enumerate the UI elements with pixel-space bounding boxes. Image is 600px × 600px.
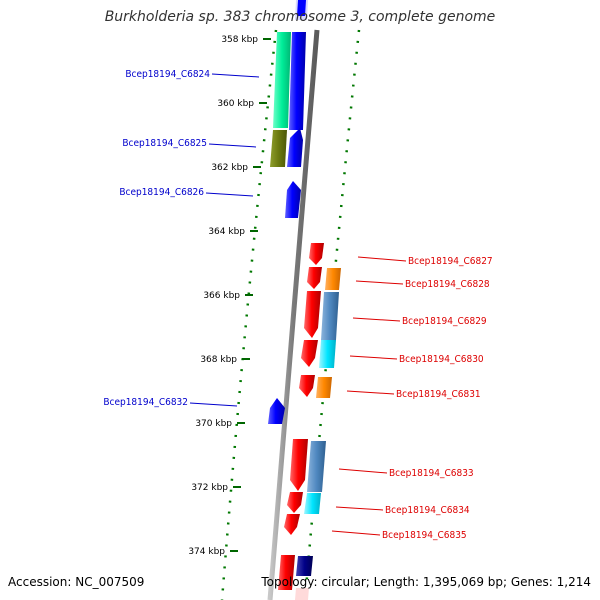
cog-block-c6828 [325,268,341,290]
gene-label-bcep18194-c6826[interactable]: Bcep18194_C6826 [119,187,204,198]
accession-text: Accession: NC_007509 [8,575,145,589]
gc-outer-dots [303,29,361,600]
gene-leader-line [205,192,254,197]
gene-label-bcep18194-c6832[interactable]: Bcep18194_C6832 [103,397,188,408]
cog-block-c6829 [321,292,339,340]
gene-c6829-arrow[interactable] [304,291,321,338]
cog-block-c6833 [307,441,326,492]
cog-block-c6824 [273,32,291,128]
gene-bottom-arrow[interactable] [278,555,295,590]
cog-block-c6830 [319,340,336,368]
top-forward-gene [297,0,306,16]
gene-label-bcep18194-c6830[interactable]: Bcep18194_C6830 [399,354,484,365]
gene-leader-line [331,530,381,536]
scale-tick-label: 368 kbp [200,355,237,365]
gene-leader-line [357,256,407,262]
gene-label-bcep18194-c6824[interactable]: Bcep18194_C6824 [125,69,210,80]
backbone [267,0,320,600]
cog-block-c6825 [270,130,287,167]
gene-c6831-arrow[interactable] [299,375,315,397]
reverse-genes [284,243,324,535]
gc-content-track [220,29,361,600]
gene-leader-line [211,73,260,78]
bottom-shade [295,588,309,600]
cog-block-c6834 [304,493,321,514]
scale-tick-label: 366 kbp [203,291,240,301]
forward-genes [268,32,309,600]
gene-leader-line [335,506,384,511]
gene-c6826-arrow[interactable] [285,181,301,218]
gene-c6828-arrow[interactable] [307,267,322,289]
gene-c6827-arrow[interactable] [309,243,324,265]
scale-tick-label: 370 kbp [195,419,232,429]
gene-c6830-arrow[interactable] [301,340,318,367]
gene-leader-line [349,355,398,360]
gene-c6825-arrow[interactable] [287,128,303,167]
scale-tick-label: 360 kbp [217,99,254,109]
forward-cog-blocks [270,32,291,167]
scale-tick-label: 372 kbp [191,483,228,493]
gene-leader-line [355,280,404,285]
gene-label-bcep18194-c6825[interactable]: Bcep18194_C6825 [122,138,207,149]
gene-label-bcep18194-c6831[interactable]: Bcep18194_C6831 [396,389,481,400]
reverse-cog-blocks [296,268,341,576]
gene-leader-line [208,143,257,148]
genome-summary-text: Topology: circular; Length: 1,395,069 bp… [261,575,591,589]
gene-leader-line [352,317,401,322]
scale-tick-label: 364 kbp [208,227,245,237]
map-title: Burkholderia sp. 383 chromosome 3, compl… [104,9,496,25]
gene-c6835-arrow[interactable] [284,514,300,535]
gene-c6833-arrow[interactable] [290,439,308,491]
gene-labels: Bcep18194_C6824 Bcep18194_C6825 Bcep18194_… [103,69,492,541]
gc-inner-dots [220,29,278,600]
scale-ticks: 358 kbp 360 kbp 362 kbp 364 kbp 366 kbp 368 k… [188,35,271,557]
cog-block-bottom [296,556,313,576]
gene-c6824-arrow[interactable] [289,32,306,130]
gene-label-bcep18194-c6834[interactable]: Bcep18194_C6834 [385,505,470,516]
gene-label-bcep18194-c6827[interactable]: Bcep18194_C6827 [408,256,493,267]
gene-c6832-arrow[interactable] [268,398,285,424]
scale-tick-label: 358 kbp [221,35,258,45]
gene-label-bcep18194-c6833[interactable]: Bcep18194_C6833 [389,468,474,479]
scale-tick-label: 374 kbp [188,547,225,557]
scale-tick-label: 362 kbp [211,163,248,173]
gene-c6834-arrow[interactable] [287,492,303,513]
backbone-arc [267,29,320,600]
gene-leader-line [338,468,388,474]
gene-leader-line [346,390,395,395]
gene-label-bcep18194-c6828[interactable]: Bcep18194_C6828 [405,279,490,290]
cog-block-c6831 [316,377,332,398]
gene-leader-line [189,402,238,407]
gene-label-bcep18194-c6829[interactable]: Bcep18194_C6829 [402,316,487,327]
gene-label-bcep18194-c6835[interactable]: Bcep18194_C6835 [382,530,467,541]
